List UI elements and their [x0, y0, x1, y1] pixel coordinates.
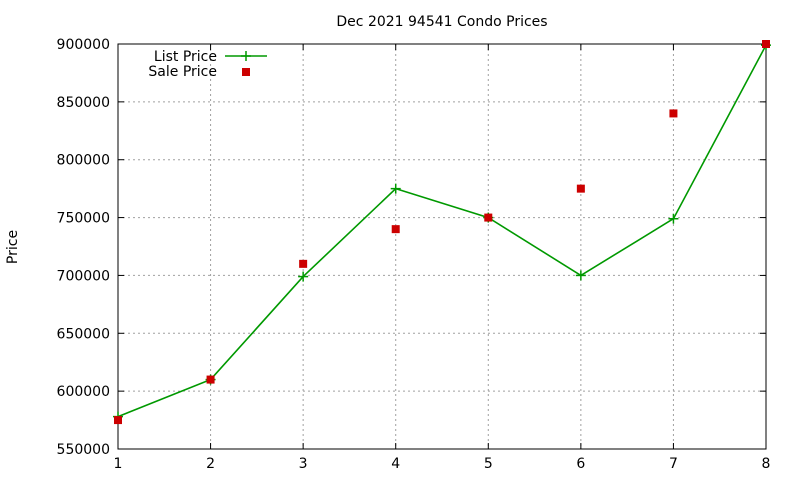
y-tick-label: 850000	[57, 95, 110, 111]
x-tick-label: 7	[669, 456, 678, 472]
list-price-point	[575, 270, 586, 281]
list-price-point	[668, 213, 679, 224]
x-tick-labels: 1 2 3 4 5 6 7 8	[114, 456, 771, 472]
x-tick-label: 4	[391, 456, 400, 472]
sale-price-point	[484, 213, 493, 222]
legend: List Price Sale Price	[148, 49, 267, 80]
legend-marker-list-price	[241, 51, 251, 61]
plot-frame	[117, 43, 767, 450]
legend-marker-sale-price	[242, 68, 250, 76]
legend-label-list-price: List Price	[154, 49, 217, 65]
sale-price-point	[299, 259, 308, 268]
y-tick-label: 750000	[57, 211, 110, 227]
sale-price-point	[114, 416, 122, 425]
y-tick-label: 650000	[57, 326, 110, 342]
x-tick-label: 6	[576, 456, 585, 472]
sale-price-point	[576, 184, 585, 193]
sale-price-point	[669, 109, 678, 118]
y-tick-labels: 550000 600000 650000 700000 750000 800000 8500…	[57, 37, 110, 458]
x-tick-label: 2	[206, 456, 215, 472]
y-tick-label: 900000	[57, 37, 110, 53]
y-tick-label: 600000	[57, 384, 110, 400]
x-tick-label: 5	[484, 456, 493, 472]
series-layer	[113, 40, 771, 425]
list-price-point	[298, 271, 309, 282]
series-line-list-price	[117, 44, 767, 418]
chart-title: Dec 2021 94541 Condo Prices	[336, 14, 547, 30]
x-tick-label: 8	[762, 456, 771, 472]
y-tick-label: 700000	[57, 268, 110, 284]
sale-price-point	[762, 40, 770, 48]
axis-ticks	[117, 43, 767, 450]
list-price-point	[390, 183, 401, 194]
x-tick-label: 3	[299, 456, 308, 472]
sale-price-point	[391, 225, 400, 234]
legend-label-sale-price: Sale Price	[148, 64, 217, 80]
y-axis-label: Price	[5, 230, 21, 264]
y-tick-label: 550000	[57, 442, 110, 458]
y-tick-label: 800000	[57, 153, 110, 169]
x-tick-label: 1	[114, 456, 123, 472]
grid-lines	[118, 44, 766, 449]
sale-price-point	[206, 375, 215, 384]
